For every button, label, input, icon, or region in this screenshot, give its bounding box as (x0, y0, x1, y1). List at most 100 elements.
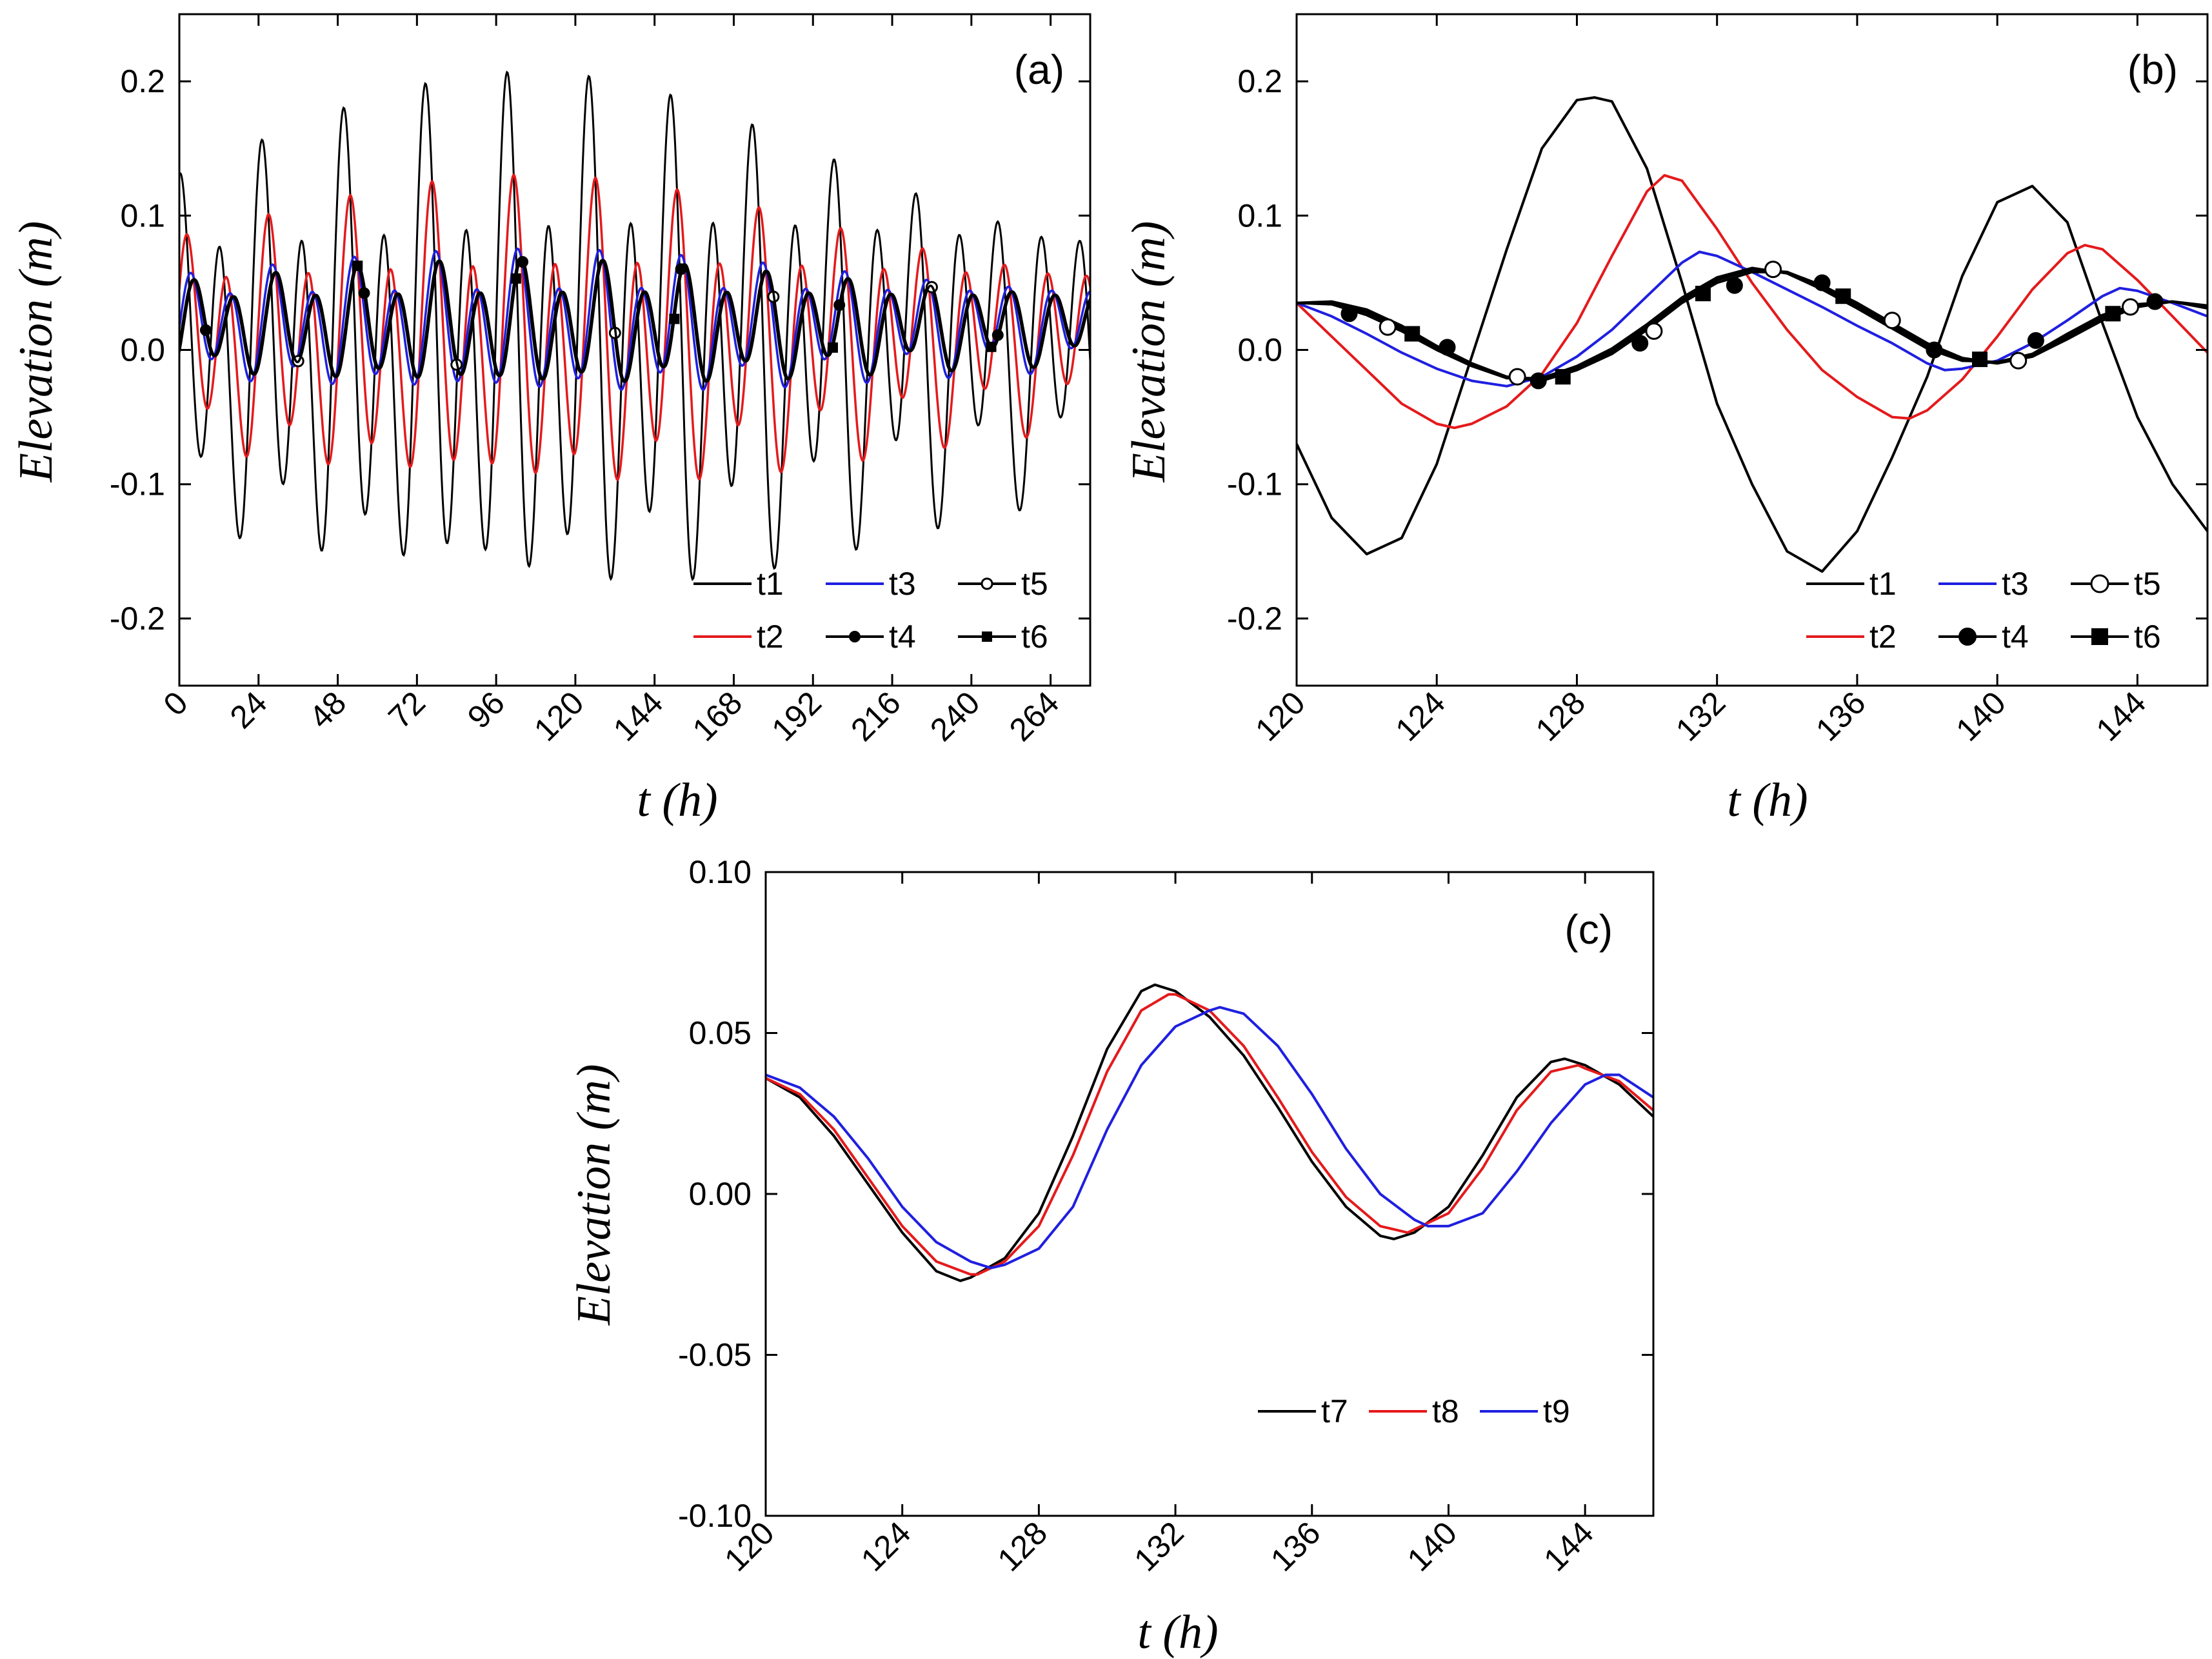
marker-filled-square (982, 631, 992, 642)
series-line-t1 (1297, 96, 2207, 573)
legend-item-t5: t5 (2071, 566, 2161, 602)
marker-filled-circle (1813, 274, 1831, 292)
panel-b-x-axis-title: t (h) (1727, 774, 1808, 827)
marker-filled-square (1695, 286, 1711, 302)
marker-filled-circle (1529, 372, 1547, 390)
marker-filled-square (986, 341, 997, 352)
legend-label: t4 (889, 619, 916, 655)
panel-c-y-axis-title: Elevation (m) (568, 1064, 621, 1326)
legend-label: t8 (1432, 1393, 1459, 1429)
marker-open-circle (1508, 368, 1526, 386)
y-tick-label: 0.0 (1237, 332, 1282, 368)
panel-b-label: (b) (2127, 46, 2178, 93)
marker-open-circle (2122, 298, 2140, 316)
legend-item-t5: t5 (958, 566, 1048, 602)
y-tick-label: -0.1 (1227, 466, 1282, 502)
legend-label: t3 (889, 566, 916, 602)
legend-item-t1: t1 (693, 566, 784, 602)
series-line-t2 (179, 173, 1090, 482)
y-tick-label: -0.2 (110, 601, 165, 637)
panel-a-y-axis-title: Elevation (m) (10, 221, 63, 483)
marker-filled-circle (2027, 332, 2044, 349)
marker-filled-square (1404, 326, 1420, 342)
legend-item-t4: t4 (1938, 619, 2029, 655)
y-tick-label: -0.1 (110, 466, 165, 502)
panel-b-legend: t1 t2 t3 t4 t5 t6 (1806, 566, 2161, 655)
series-line-t9 (766, 1006, 1653, 1269)
y-tick-label: 0.1 (120, 197, 165, 233)
marker-filled-circle (1958, 628, 1977, 646)
series-line-t6 (179, 257, 1090, 383)
marker-filled-circle (1439, 339, 1456, 356)
legend-item-t2: t2 (1806, 619, 1897, 655)
legend-item-t6: t6 (958, 619, 1048, 655)
panel-b-y-axis-title: Elevation (m) (1122, 221, 1175, 483)
y-tick-label: 0.10 (689, 854, 752, 890)
series-line-t3 (179, 247, 1090, 392)
panel-a-label: (a) (1014, 46, 1064, 93)
legend-item-t2: t2 (693, 619, 784, 655)
marker-filled-square (1555, 369, 1571, 385)
panel-b-series (1297, 96, 2207, 573)
marker-open-circle (1883, 312, 1901, 330)
legend-item-t1: t1 (1806, 566, 1897, 602)
panel-c-label: (c) (1564, 906, 1613, 953)
y-tick-label: -0.2 (1227, 601, 1282, 637)
panel-a-legend: t1 t2 t3 t4 t5 t6 (693, 566, 1048, 655)
marker-open-circle (1645, 322, 1663, 340)
series-line-t2 (1297, 174, 2207, 430)
marker-filled-circle (849, 631, 861, 642)
y-tick-label: -0.05 (678, 1337, 752, 1373)
panel-a-series (179, 70, 1090, 581)
marker-filled-square (2091, 628, 2108, 645)
panel-a-x-axis-title: t (h) (637, 774, 717, 827)
legend-label: t5 (1021, 566, 1048, 602)
legend-item-t8: t8 (1369, 1393, 1459, 1429)
y-tick-label: 0.1 (1237, 197, 1282, 233)
marker-open-circle (1379, 318, 1397, 336)
marker-filled-square (1972, 352, 1988, 368)
marker-filled-square (352, 261, 363, 272)
marker-filled-square (2105, 306, 2121, 322)
legend-item-t9: t9 (1480, 1393, 1570, 1429)
marker-filled-circle (1726, 277, 1743, 294)
marker-filled-circle (2146, 293, 2164, 310)
legend-item-t4: t4 (826, 619, 916, 655)
y-tick-label: 0.0 (120, 332, 165, 368)
legend-label: t5 (2134, 566, 2161, 602)
marker-filled-square (510, 273, 521, 284)
marker-filled-square (669, 313, 680, 324)
marker-filled-circle (1926, 341, 1943, 359)
legend-item-t6: t6 (2071, 619, 2161, 655)
series-line-t7 (766, 983, 1653, 1282)
legend-item-t7: t7 (1258, 1393, 1348, 1429)
legend-label: t2 (1869, 619, 1897, 655)
legend-label: t9 (1543, 1393, 1570, 1429)
y-tick-label: 0.2 (120, 63, 165, 99)
panel-c-x-axis-title: t (h) (1137, 1606, 1218, 1659)
legend-label: t4 (2002, 619, 2029, 655)
y-tick-label: 0.05 (689, 1015, 752, 1051)
marker-open-circle (1764, 261, 1782, 279)
series-line-t3 (1297, 250, 2207, 388)
marker-filled-square (1835, 288, 1851, 304)
marker-open-circle (2090, 574, 2109, 593)
y-tick-label: -0.10 (678, 1498, 752, 1534)
panel-c-legend: t7 t8 t9 (1258, 1393, 1570, 1429)
marker-filled-circle (1340, 305, 1358, 323)
legend-label: t7 (1321, 1393, 1348, 1429)
y-tick-label: 0.00 (689, 1176, 752, 1212)
marker-open-circle (2009, 352, 2028, 370)
marker-filled-circle (1631, 335, 1649, 352)
panel-c-series (766, 983, 1653, 1282)
y-tick-label: 0.2 (1237, 63, 1282, 99)
marker-filled-square (827, 342, 838, 353)
legend-label: t6 (1021, 619, 1048, 655)
legend-item-t3: t3 (1938, 566, 2029, 602)
legend-label: t1 (1869, 566, 1897, 602)
legend-label: t6 (2134, 619, 2161, 655)
legend-label: t2 (757, 619, 784, 655)
marker-open-circle (981, 577, 993, 590)
